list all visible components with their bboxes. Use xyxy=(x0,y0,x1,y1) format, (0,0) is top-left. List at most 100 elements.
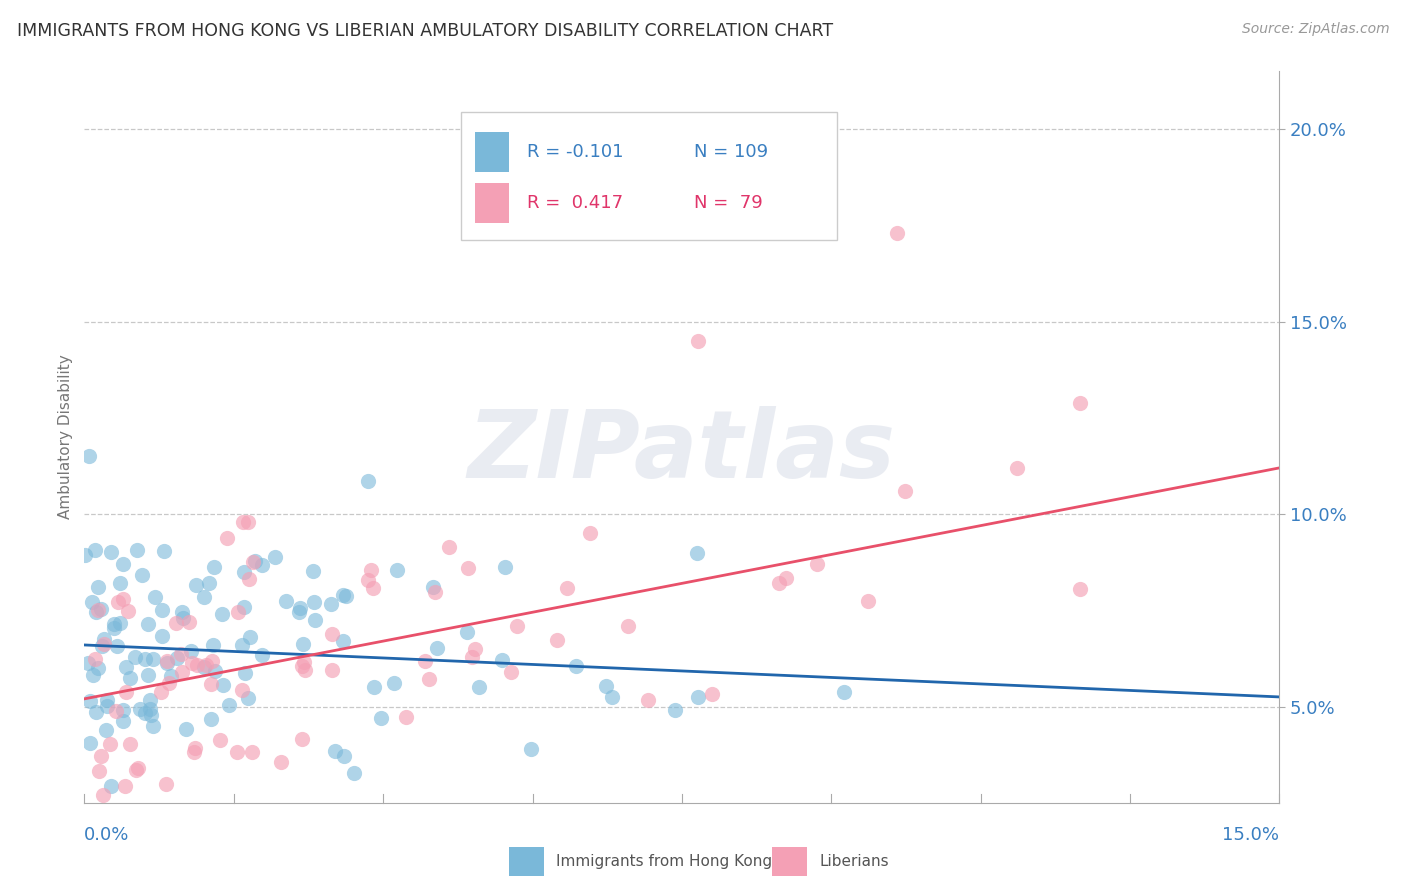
Liberians xyxy=(209,732,232,747)
Liberians xyxy=(292,655,315,669)
Immigrants from Hong Kong xyxy=(468,681,491,695)
Immigrants from Hong Kong xyxy=(422,581,444,595)
Immigrants from Hong Kong xyxy=(136,668,159,682)
Immigrants from Hong Kong xyxy=(96,699,118,714)
Liberians xyxy=(176,818,198,832)
Liberians xyxy=(357,573,380,587)
Immigrants from Hong Kong xyxy=(105,639,128,653)
Liberians xyxy=(200,677,222,691)
Liberians xyxy=(125,764,148,778)
Immigrants from Hong Kong xyxy=(93,632,115,647)
Immigrants from Hong Kong xyxy=(276,593,298,607)
Liberians xyxy=(1069,396,1091,410)
Immigrants from Hong Kong xyxy=(90,601,112,615)
Liberians xyxy=(87,764,110,778)
Immigrants from Hong Kong xyxy=(124,649,146,664)
Liberians xyxy=(83,652,105,666)
Liberians xyxy=(506,619,529,633)
Immigrants from Hong Kong xyxy=(193,590,215,604)
Immigrants from Hong Kong xyxy=(292,637,315,651)
Immigrants from Hong Kong xyxy=(263,549,285,564)
FancyBboxPatch shape xyxy=(475,183,509,223)
Liberians xyxy=(499,665,522,680)
Liberians xyxy=(361,581,384,595)
Immigrants from Hong Kong xyxy=(103,617,125,632)
Liberians xyxy=(162,854,184,868)
Immigrants from Hong Kong xyxy=(108,575,131,590)
Immigrants from Hong Kong xyxy=(245,553,267,567)
Immigrants from Hong Kong xyxy=(239,630,262,644)
Immigrants from Hong Kong xyxy=(153,544,176,558)
Immigrants from Hong Kong xyxy=(202,559,225,574)
Liberians xyxy=(172,665,194,679)
Immigrants from Hong Kong xyxy=(304,613,326,627)
Immigrants from Hong Kong xyxy=(84,606,107,620)
Immigrants from Hong Kong xyxy=(100,779,122,793)
Liberians xyxy=(120,737,142,751)
Immigrants from Hong Kong xyxy=(128,702,150,716)
Liberians xyxy=(91,788,114,802)
Immigrants from Hong Kong xyxy=(198,575,221,590)
Liberians xyxy=(616,619,638,633)
Immigrants from Hong Kong xyxy=(91,640,114,654)
Immigrants from Hong Kong xyxy=(166,650,188,665)
Immigrants from Hong Kong xyxy=(174,722,197,736)
Immigrants from Hong Kong xyxy=(288,600,311,615)
Immigrants from Hong Kong xyxy=(231,638,253,652)
Liberians xyxy=(437,540,460,554)
Liberians xyxy=(856,594,879,608)
Liberians xyxy=(155,776,177,790)
Immigrants from Hong Kong xyxy=(186,577,208,591)
Immigrants from Hong Kong xyxy=(685,546,707,560)
Immigrants from Hong Kong xyxy=(112,714,135,728)
Text: R =  0.417: R = 0.417 xyxy=(527,194,623,212)
Immigrants from Hong Kong xyxy=(77,449,100,463)
Liberians xyxy=(546,633,568,648)
Liberians xyxy=(170,648,193,662)
Immigrants from Hong Kong xyxy=(302,594,325,608)
Liberians xyxy=(183,746,205,760)
Immigrants from Hong Kong xyxy=(112,557,135,571)
Immigrants from Hong Kong xyxy=(82,595,104,609)
Text: N =  79: N = 79 xyxy=(695,194,762,212)
Liberians xyxy=(226,745,249,759)
Immigrants from Hong Kong xyxy=(139,707,162,722)
Liberians xyxy=(90,748,112,763)
Immigrants from Hong Kong xyxy=(156,657,179,671)
Immigrants from Hong Kong xyxy=(565,658,588,673)
Text: IMMIGRANTS FROM HONG KONG VS LIBERIAN AMBULATORY DISABILITY CORRELATION CHART: IMMIGRANTS FROM HONG KONG VS LIBERIAN AM… xyxy=(17,22,832,40)
Immigrants from Hong Kong xyxy=(100,544,122,558)
Immigrants from Hong Kong xyxy=(138,693,160,707)
Immigrants from Hong Kong xyxy=(136,617,159,632)
Liberians xyxy=(415,654,437,668)
Liberians xyxy=(242,555,264,569)
FancyBboxPatch shape xyxy=(772,847,807,876)
Immigrants from Hong Kong xyxy=(108,615,131,630)
Liberians xyxy=(806,557,828,571)
Liberians xyxy=(360,563,382,577)
Immigrants from Hong Kong xyxy=(134,706,156,720)
Liberians xyxy=(232,515,254,529)
Immigrants from Hong Kong xyxy=(387,563,409,577)
FancyBboxPatch shape xyxy=(475,132,509,172)
Liberians xyxy=(177,615,200,629)
Liberians xyxy=(423,584,446,599)
Liberians xyxy=(231,683,253,698)
Liberians xyxy=(418,672,440,686)
Liberians xyxy=(894,483,917,498)
Immigrants from Hong Kong xyxy=(83,543,105,558)
Immigrants from Hong Kong xyxy=(142,652,165,666)
Liberians xyxy=(107,595,129,609)
Liberians xyxy=(240,745,263,759)
Immigrants from Hong Kong xyxy=(302,564,325,578)
Immigrants from Hong Kong xyxy=(250,648,273,662)
Immigrants from Hong Kong xyxy=(94,723,117,738)
Liberians xyxy=(775,571,797,585)
Liberians xyxy=(127,761,149,775)
Liberians xyxy=(93,637,115,651)
Text: Liberians: Liberians xyxy=(820,854,889,869)
Immigrants from Hong Kong xyxy=(108,823,131,838)
Immigrants from Hong Kong xyxy=(204,664,226,678)
Liberians xyxy=(291,659,314,673)
Liberians xyxy=(886,226,908,240)
